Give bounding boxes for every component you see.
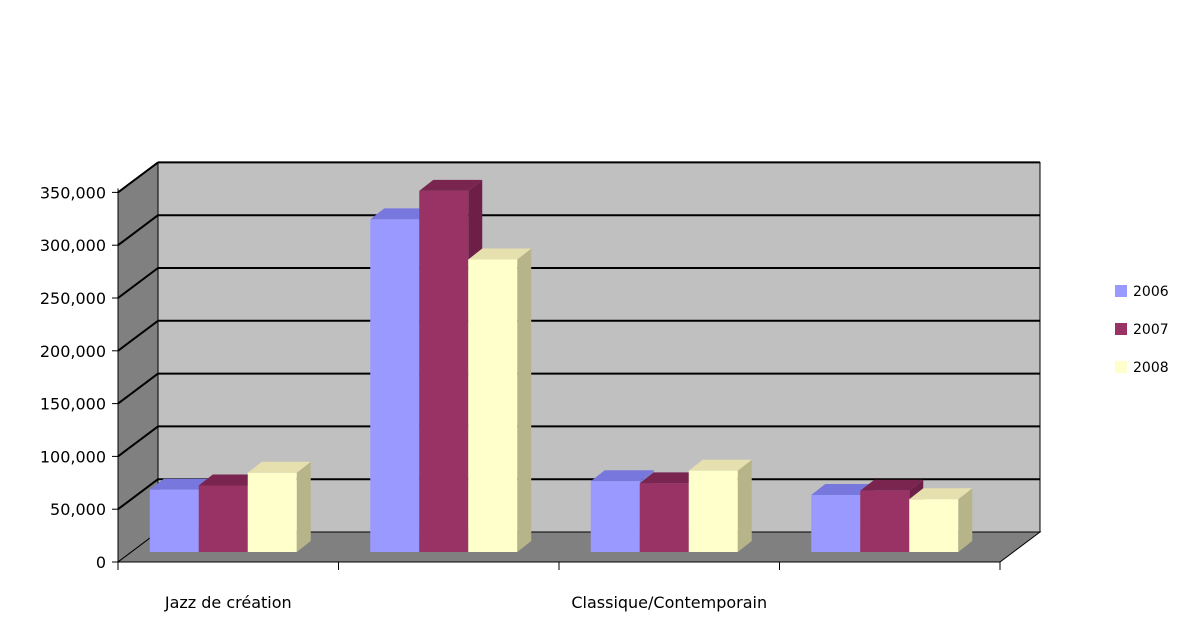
legend-entry: 2008 <box>1115 360 1169 376</box>
y-tick-label: 150,000 <box>40 395 106 414</box>
legend-entry: 2007 <box>1115 322 1169 338</box>
legend-swatch <box>1115 361 1127 373</box>
legend-label: 2007 <box>1133 322 1169 338</box>
bar <box>248 462 311 552</box>
y-tick-label: 300,000 <box>40 236 106 255</box>
y-axis: 0 50,000 100,000 150,000 200,000 250,000 300,0… <box>40 183 118 572</box>
y-tick-label: 200,000 <box>40 342 106 361</box>
y-tick-label: 50,000 <box>50 500 106 519</box>
bar <box>468 248 531 552</box>
y-tick-label: 0 <box>96 553 106 572</box>
legend: 2006 2007 2008 <box>1115 284 1169 376</box>
legend-entry: 2006 <box>1115 284 1169 300</box>
legend-label: 2008 <box>1133 360 1169 376</box>
bar <box>909 488 972 552</box>
y-tick-label: 350,000 <box>40 183 106 202</box>
y-tick-label: 250,000 <box>40 289 106 308</box>
bar <box>689 460 752 552</box>
x-tick-label: Jazz de création <box>164 593 292 612</box>
y-tick-label: 100,000 <box>40 447 106 466</box>
legend-swatch <box>1115 285 1127 297</box>
x-tick-label: Classique/Contemporain <box>571 593 767 612</box>
x-axis: Jazz de création Classique/Contemporain <box>118 562 1000 612</box>
legend-swatch <box>1115 323 1127 335</box>
legend-label: 2006 <box>1133 284 1169 300</box>
